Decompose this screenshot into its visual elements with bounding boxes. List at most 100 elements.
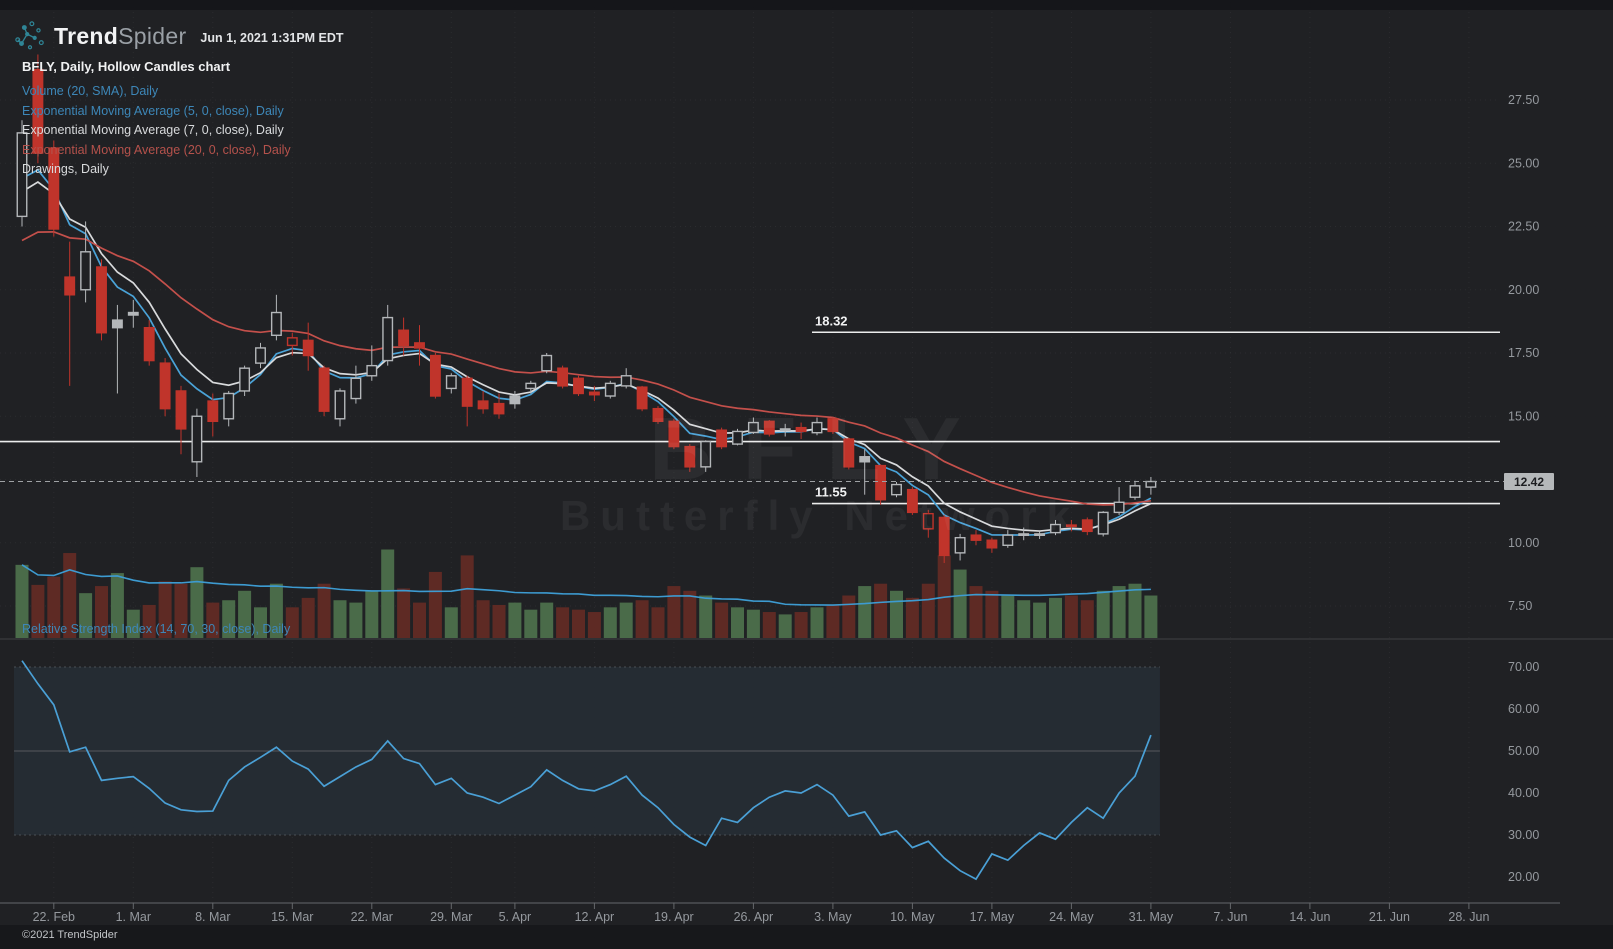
volume-bar [47, 576, 61, 638]
candles [16, 54, 1157, 563]
volume-bar [63, 553, 77, 638]
volume-bar [254, 607, 267, 638]
price-axis-label: 27.50 [1508, 93, 1539, 107]
time-axis-label: 17. May [970, 910, 1015, 924]
legend-ema7[interactable]: Exponential Moving Average (7, 0, close)… [22, 123, 284, 137]
volume-bar [333, 600, 347, 638]
volume-bar [1064, 595, 1078, 638]
candle-body [382, 316, 394, 362]
candle-body [223, 392, 235, 420]
candle-body [1050, 523, 1061, 534]
candle-body [843, 438, 855, 468]
volume-bar [1001, 595, 1015, 638]
candle-body [96, 266, 107, 334]
candle-body [557, 367, 569, 387]
volume-bar [1128, 583, 1142, 638]
candle-body [541, 354, 553, 372]
time-axis-label: 26. Apr [734, 910, 774, 924]
time-axis-label: 22. Feb [33, 910, 75, 924]
legend-ema20[interactable]: Exponential Moving Average (20, 0, close… [22, 142, 291, 157]
time-axis-label: 29. Mar [430, 910, 472, 924]
volume-bar [492, 604, 506, 638]
price-axis-label: 17.50 [1508, 346, 1539, 360]
candle-body [159, 362, 171, 410]
volume-bar [222, 600, 236, 638]
candle-body [445, 375, 457, 390]
candle-body [668, 420, 680, 448]
footer-bar: ©2021 TrendSpider [0, 925, 1613, 949]
candle-body [414, 342, 425, 349]
rsi-axis-label: 60.00 [1508, 702, 1539, 716]
time-axis-label: 12. Apr [575, 910, 615, 924]
volume-bar [444, 607, 458, 638]
app-header: TrendSpider Jun 1, 2021 1:31PM EDT [14, 16, 344, 56]
rsi-line [21, 660, 1152, 881]
candle-body [970, 534, 982, 541]
volume-bar [715, 602, 729, 638]
volume-bar [79, 593, 93, 638]
volume-bar [794, 612, 808, 638]
legend-drawings[interactable]: Drawings, Daily [22, 162, 109, 176]
candle-body [509, 395, 521, 405]
candle-body [684, 445, 696, 468]
rsi-axis-label: 30.00 [1508, 828, 1539, 842]
volume-bar [921, 583, 935, 638]
volume-bar [476, 600, 490, 638]
volume-bar [1112, 586, 1126, 638]
candle-body [429, 354, 441, 397]
volume-bar [1049, 597, 1062, 638]
candle-body [716, 429, 728, 448]
candle-body [1034, 533, 1046, 536]
rsi-axis-label: 40.00 [1508, 786, 1539, 800]
candle-body [1002, 534, 1014, 546]
candle-body [255, 347, 266, 364]
candle-body [922, 512, 934, 530]
legend-volume[interactable]: Volume (20, SMA), Daily [22, 84, 159, 98]
candle-body [588, 391, 600, 396]
candle-body [461, 377, 473, 407]
volume-bar [174, 583, 188, 638]
candle-body [795, 426, 807, 433]
volume-bar [349, 602, 363, 638]
rsi-axis-label: 20.00 [1508, 870, 1539, 884]
volume-bar [15, 564, 29, 638]
volume-sma-line [21, 564, 1151, 606]
candle-body [1129, 485, 1141, 498]
legend-rsi[interactable]: Relative Strength Index (14, 70, 30, clo… [22, 622, 291, 636]
price-axis-label: 15.00 [1508, 409, 1539, 423]
candle-body [127, 311, 139, 316]
time-axis-label: 5. Apr [499, 910, 532, 924]
volume-bar [587, 612, 601, 638]
volume-bar [238, 590, 252, 638]
volume-bar [874, 583, 888, 638]
candle-body [302, 339, 314, 357]
volume-bar [1017, 600, 1031, 638]
candle-body [350, 377, 362, 400]
legend-ema5[interactable]: Exponential Moving Average (5, 0, close)… [22, 103, 284, 118]
volume-bar [953, 569, 967, 638]
volume-bar [746, 609, 760, 638]
candle-body [636, 386, 648, 410]
volume-bar [667, 586, 681, 638]
volume-bar [269, 583, 283, 638]
volume-bar [1144, 595, 1158, 638]
candle-body [1081, 519, 1093, 533]
volume-bar [381, 549, 395, 638]
volume-bar [890, 590, 903, 638]
volume-bar [683, 590, 697, 638]
candle-body [48, 147, 60, 230]
brand-wordmark: TrendSpider [54, 23, 186, 50]
candle-body [732, 430, 743, 445]
candle-body [954, 536, 966, 554]
price-axis-label: 10.00 [1508, 536, 1539, 550]
candle-body [906, 488, 918, 514]
candle-body [286, 337, 298, 347]
candle-body [1018, 533, 1030, 536]
candle-body [191, 415, 203, 463]
volume-bar [858, 586, 872, 638]
volume-bar [826, 604, 840, 638]
volume-bar [619, 602, 633, 638]
rsi-axis-label: 70.00 [1508, 660, 1539, 674]
